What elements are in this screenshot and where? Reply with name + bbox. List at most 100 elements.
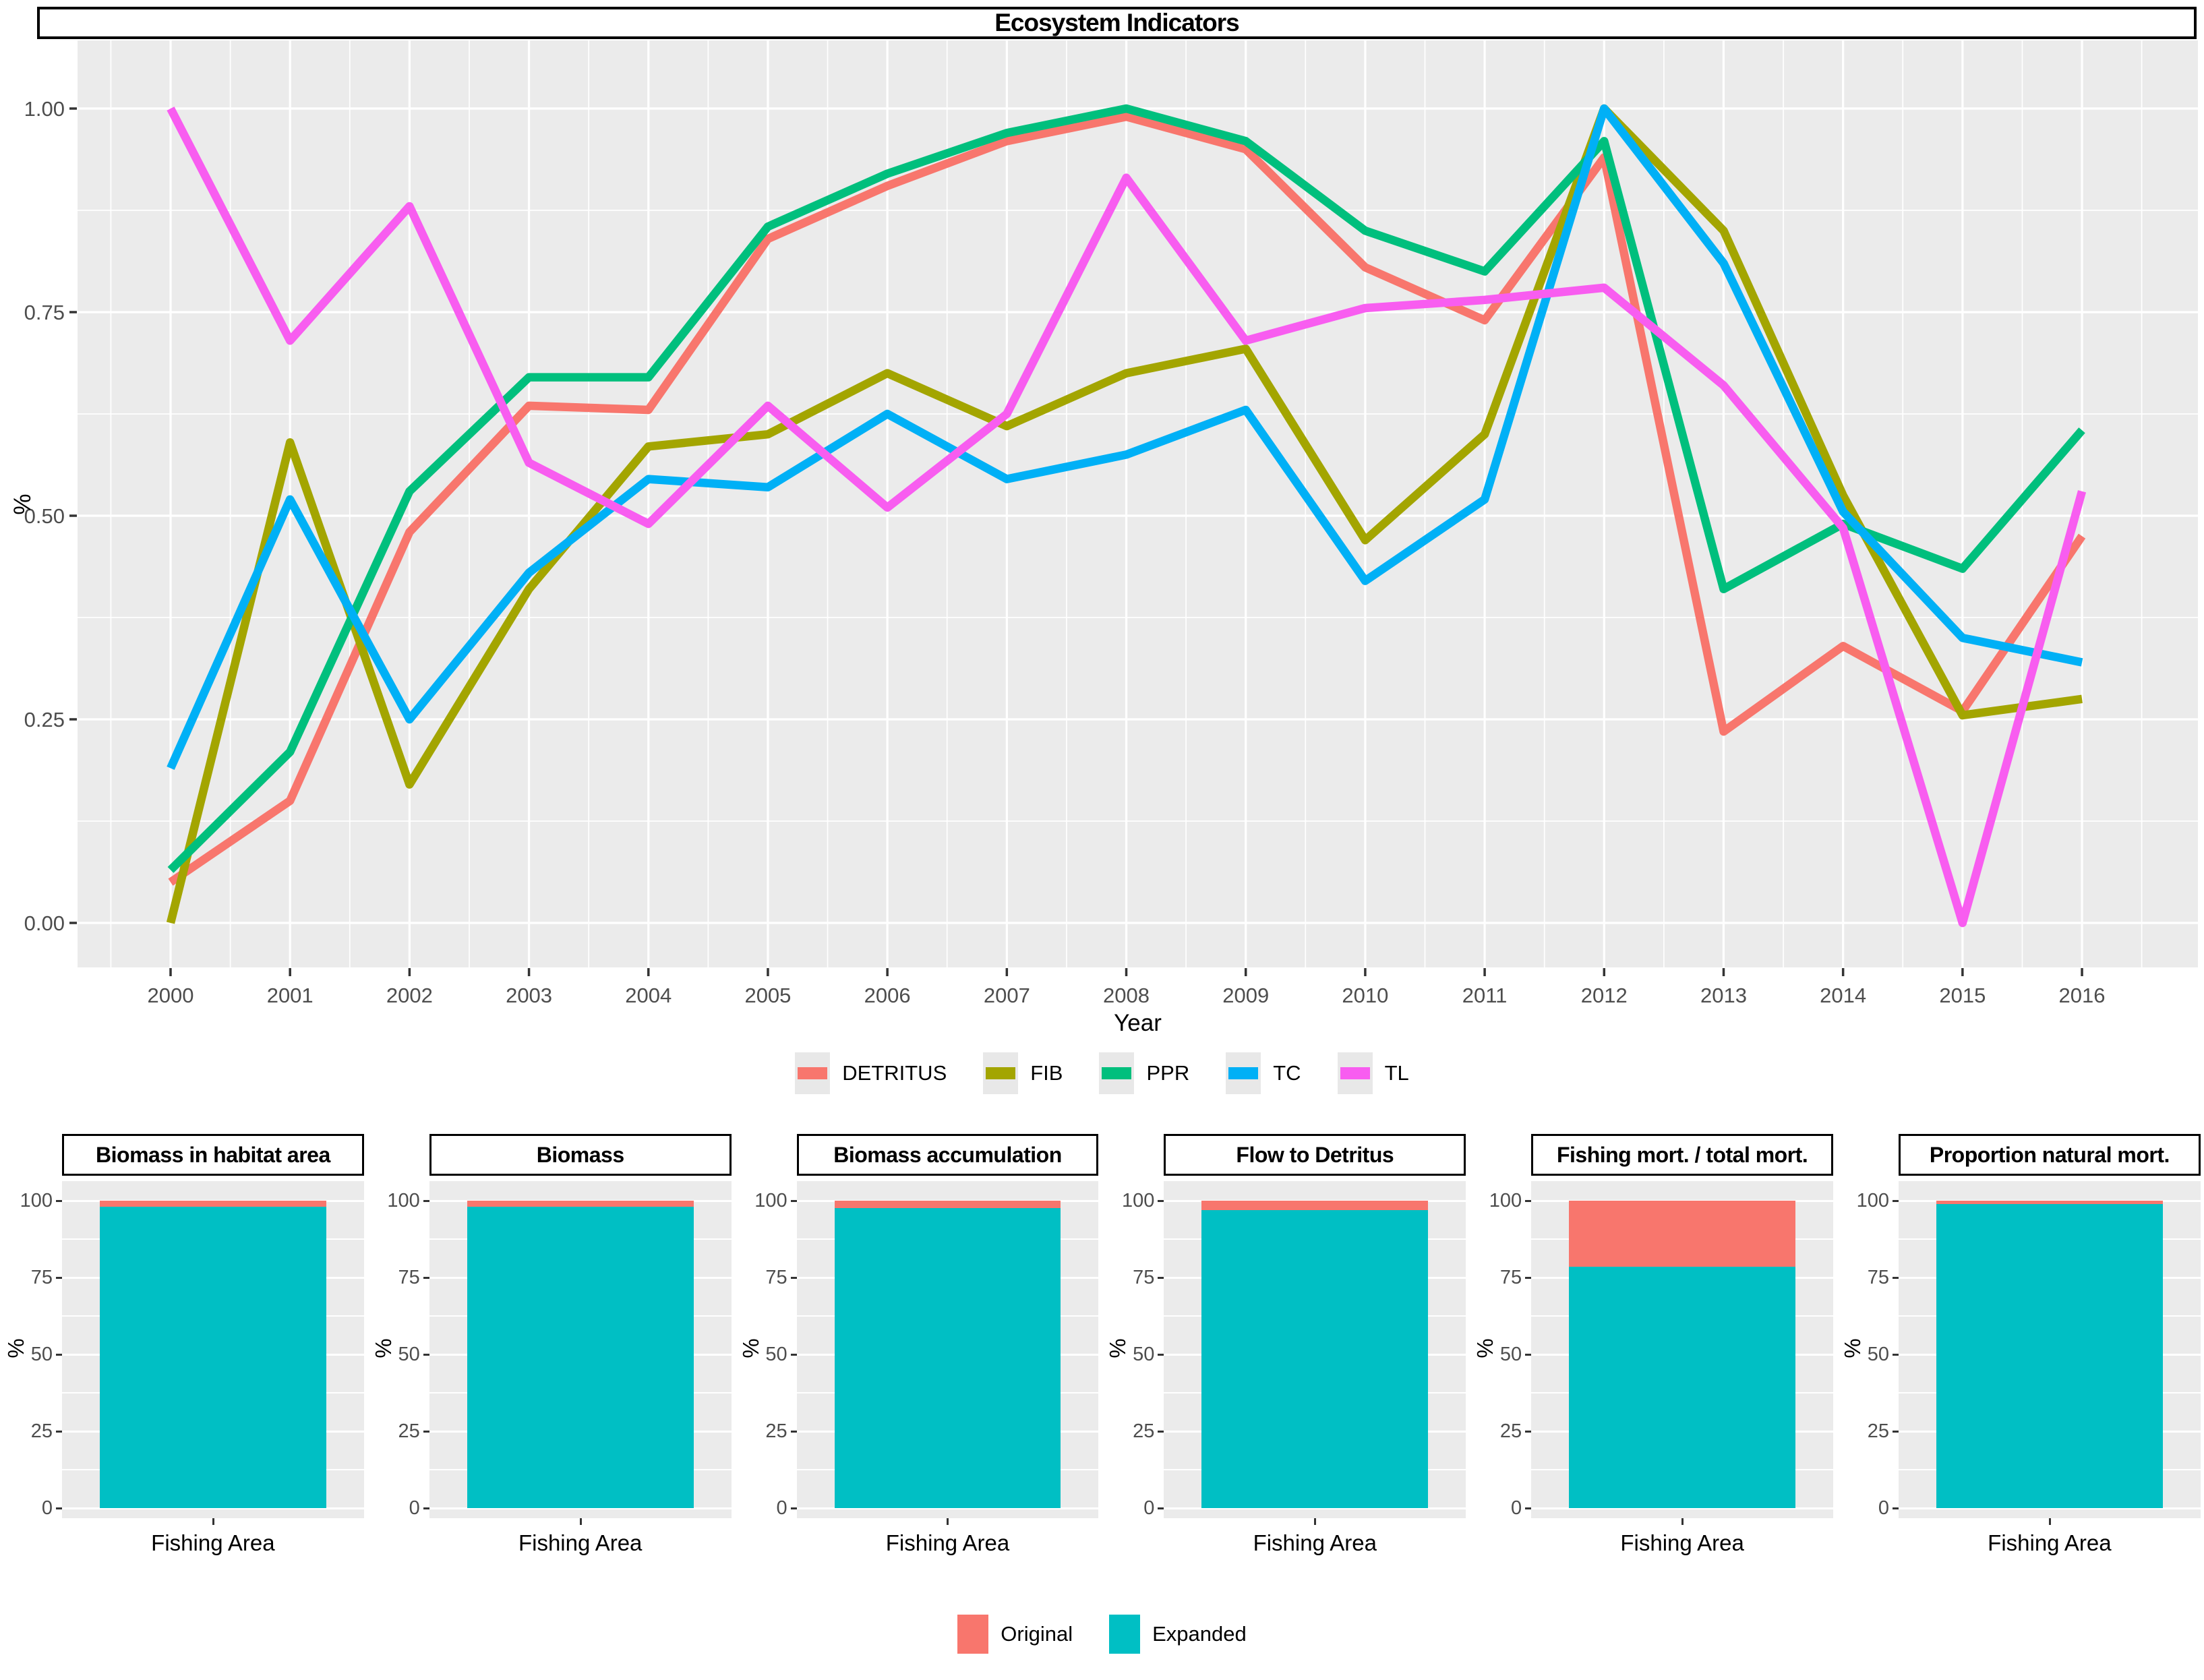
legend-item-DETRITUS: DETRITUS (795, 1052, 947, 1094)
legend-swatch-FIB (986, 1067, 1016, 1079)
bar-expanded-segment (1201, 1209, 1429, 1508)
legend-label: Expanded (1152, 1622, 1247, 1646)
legend-swatch-TL (1340, 1067, 1370, 1079)
y-tick-label: 0 (1143, 1497, 1155, 1519)
facet-title: Biomass (429, 1134, 732, 1176)
y-axis-title: % (1105, 1338, 1131, 1358)
y-tick-mark (1158, 1276, 1164, 1279)
y-tick-label: 0.00 (24, 911, 65, 935)
y-tick-mark (56, 1353, 62, 1356)
facet-proportion-natural-mort-: Proportion natural mort. 0 25 50 75 100% Fishi… (1837, 1134, 2204, 1579)
x-tick-label: 2002 (386, 984, 433, 1007)
legend-key (1337, 1052, 1373, 1094)
stacked-bar (99, 1201, 326, 1508)
bar-original-segment (467, 1201, 694, 1207)
x-axis-label: Fishing Area (151, 1530, 275, 1555)
major-gridline (1531, 1199, 1833, 1202)
x-axis-label: Fishing Area (1253, 1530, 1377, 1555)
bar-original-segment (1569, 1201, 1795, 1267)
y-tick-label: 25 (30, 1420, 53, 1442)
x-tick-label: 2005 (744, 984, 791, 1007)
bar-original-segment (99, 1201, 326, 1207)
bar-expanded-segment (467, 1207, 694, 1508)
major-gridline (1898, 1507, 2201, 1509)
facet-flow-to-detritus: Flow to Detritus 0 25 50 75 100% Fishing Area (1102, 1134, 1469, 1579)
x-tick-label: 2010 (1342, 984, 1388, 1007)
legend-label: DETRITUS (842, 1061, 947, 1085)
y-tick-mark (56, 1430, 62, 1433)
legend-swatch-expanded (1109, 1615, 1141, 1654)
y-tick-mark (423, 1430, 429, 1433)
line-chart-panel (78, 40, 2198, 967)
stacked-bar (1569, 1201, 1795, 1508)
legend-key (1226, 1052, 1261, 1094)
legend-key (1099, 1052, 1135, 1094)
facet-title: Fishing mort. / total mort. (1531, 1134, 1833, 1176)
line-PPR (167, 104, 2085, 873)
facet-panel (62, 1181, 364, 1518)
x-tick-label: 2001 (267, 984, 314, 1007)
bar-expanded-segment (1936, 1203, 2163, 1508)
y-tick-mark (790, 1430, 797, 1433)
line-chart-legend: DETRITUS FIB PPR TC TL (0, 1046, 2204, 1100)
y-tick-label: 0 (776, 1497, 787, 1519)
line-FIB (166, 104, 2083, 924)
bar-expanded-segment (1569, 1267, 1795, 1508)
facet-biomass: Biomass 0 25 50 75 100% Fishing Area (367, 1134, 735, 1579)
x-tick-mark (1314, 1518, 1317, 1525)
facet-biomass-accumulation: Biomass accumulation 0 25 50 75 100% Fishing A… (735, 1134, 1102, 1579)
y-tick-label: 0 (1878, 1497, 1889, 1519)
y-tick-mark (1525, 1353, 1532, 1356)
facet-panel (796, 1181, 1099, 1518)
facet-biomass-in-habitat-area: Biomass in habitat area 0 25 50 75 100% Fishin… (0, 1134, 367, 1579)
facet-panel (1531, 1181, 1833, 1518)
legend-key (983, 1052, 1019, 1094)
facet-panel (1164, 1181, 1466, 1518)
y-axis-title: % (3, 1338, 28, 1358)
x-tick-label: 2011 (1462, 984, 1508, 1007)
y-tick-mark (1525, 1276, 1532, 1279)
y-tick-label: 75 (1133, 1267, 1155, 1288)
bar-chart-legend: Original Expanded (0, 1607, 2204, 1661)
y-tick-label: 25 (398, 1420, 420, 1442)
chart-title: Ecosystem Indicators (37, 7, 2197, 39)
y-tick-mark (1525, 1507, 1532, 1509)
major-gridline (429, 1507, 732, 1509)
y-tick-label: 100 (1856, 1190, 1889, 1211)
y-tick-mark (423, 1199, 429, 1202)
stacked-bar (834, 1201, 1061, 1508)
x-tick-label: 2008 (1103, 984, 1150, 1007)
major-gridline (1164, 1199, 1466, 1202)
bar-expanded-segment (99, 1207, 326, 1508)
facet-bar-charts-row: Biomass in habitat area 0 25 50 75 100% Fishin… (0, 1134, 2204, 1579)
legend-label: PPR (1146, 1061, 1190, 1085)
y-tick-label: 0.50 (24, 504, 65, 528)
major-gridline (62, 1199, 364, 1202)
y-tick-mark (1525, 1199, 1532, 1202)
y-tick-label: 50 (30, 1344, 53, 1365)
bar-original-segment (1936, 1201, 2163, 1204)
y-tick-label: 0.75 (24, 301, 65, 324)
y-tick-label: 100 (754, 1190, 787, 1211)
x-axis-label: Fishing Area (1620, 1530, 1744, 1555)
legend-swatch-DETRITUS (798, 1067, 828, 1079)
y-tick-label: 75 (30, 1267, 53, 1288)
line-TC (167, 104, 2083, 771)
stacked-bar (1936, 1201, 2163, 1508)
y-tick-mark (1158, 1199, 1164, 1202)
legend-item-expanded: Expanded (1109, 1615, 1247, 1654)
x-tick-label: 2003 (506, 984, 552, 1007)
y-tick-label: 50 (765, 1344, 787, 1365)
y-axis-title: % (738, 1338, 763, 1358)
y-tick-mark (56, 1199, 62, 1202)
facet-title: Flow to Detritus (1164, 1134, 1466, 1176)
major-gridline (1531, 1507, 1833, 1509)
y-tick-mark (1158, 1507, 1164, 1509)
y-tick-mark (56, 1276, 62, 1279)
legend-item-TL: TL (1337, 1052, 1409, 1094)
legend-swatch-TC (1228, 1067, 1259, 1079)
y-tick-mark (790, 1199, 797, 1202)
legend-label: FIB (1030, 1061, 1063, 1085)
x-axis-label: Fishing Area (518, 1530, 643, 1555)
x-axis-title: Year (1114, 1010, 1162, 1036)
